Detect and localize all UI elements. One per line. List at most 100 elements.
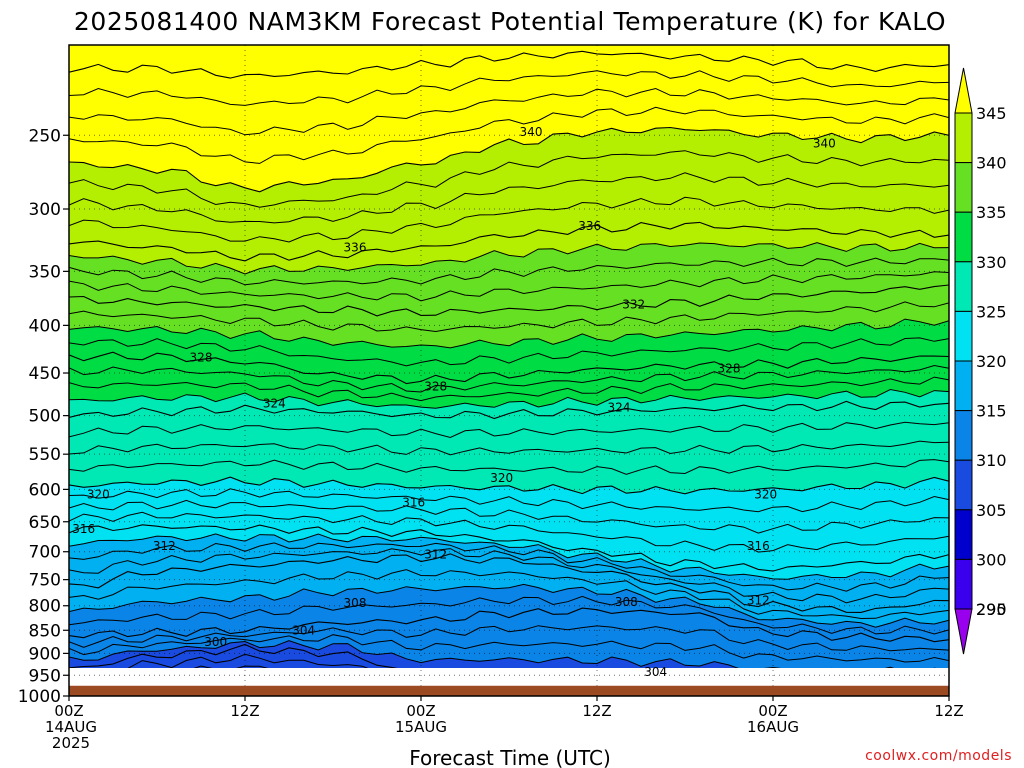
contour-label-300-23: 300 [204, 635, 227, 649]
temperature-fill [69, 45, 949, 668]
colorbar-segment-310 [954, 410, 973, 461]
contour-label-308-19: 308 [344, 596, 367, 610]
x-tick-label-48-1: 16AUG [747, 718, 799, 736]
y-tick-label-450: 450 [29, 364, 61, 384]
colorbar-bottom-triangle [954, 608, 973, 655]
contour-label-308-20: 308 [615, 595, 638, 609]
contour-label-316-14: 316 [72, 522, 95, 536]
contour-label-316-15: 316 [747, 539, 770, 553]
contour-315 [69, 533, 949, 580]
colorbar-segment-320 [954, 310, 973, 362]
contour-lines [69, 50, 949, 686]
y-tick-label-600: 600 [29, 480, 61, 500]
colorbar: 295 300 305 310 315 320 325 330 335 340 345 290 [954, 67, 1007, 655]
contour-label-324-8: 324 [263, 396, 286, 410]
colorbar-label-305: 305 [976, 501, 1007, 520]
contour-label-332-4: 332 [622, 298, 645, 312]
colorbar-label-295: 295 [976, 600, 1007, 619]
contour-330 [69, 318, 949, 349]
contour-337 [69, 196, 949, 243]
y-tick-label-900: 900 [29, 644, 61, 664]
x-tick-label-24-1: 15AUG [395, 718, 447, 736]
contour-324 [69, 400, 949, 420]
contour-325 [69, 388, 949, 409]
pressure-axis: 250 300 350 400 450 500 550 600 650 700 750 800 850 9… [18, 126, 69, 707]
contour-311 [69, 569, 949, 620]
contour-321 [69, 459, 949, 475]
contour-label-328-6: 328 [718, 361, 741, 375]
contour-327 [69, 364, 949, 393]
contour-label-340-0: 340 [520, 125, 543, 139]
contour-336 [69, 221, 949, 262]
colorbar-label-320: 320 [976, 352, 1007, 371]
colorbar-top-triangle [954, 67, 973, 114]
contour-307 [69, 625, 949, 652]
y-tick-label-850: 850 [29, 621, 61, 641]
contour-326 [69, 376, 949, 402]
colorbar-label-310: 310 [976, 451, 1007, 470]
y-tick-label-500: 500 [29, 407, 61, 427]
plot-frame [68, 44, 950, 697]
contour-323 [69, 421, 949, 439]
contour-label-304-22: 304 [644, 665, 667, 679]
contour-343 [69, 70, 949, 106]
contour-label-312-17: 312 [424, 548, 447, 562]
contour-314 [69, 542, 949, 592]
contour-316 [69, 524, 949, 572]
x-axis-label: Forecast Time (UTC) [409, 746, 611, 768]
x-tick-label-0-2: 2025 [52, 734, 90, 752]
contour-338 [69, 172, 949, 224]
y-tick-label-550: 550 [29, 445, 61, 465]
contour-label-304-21: 304 [292, 623, 315, 637]
x-tick-label-36-0: 12Z [582, 702, 611, 720]
x-tick-label-0-1: 14AUG [45, 718, 97, 736]
colorbar-segment-295 [954, 558, 973, 610]
contour-322 [69, 440, 949, 456]
contour-310 [69, 583, 949, 628]
colorbar-label-315: 315 [976, 402, 1007, 421]
contour-332 [69, 284, 949, 317]
contour-308 [69, 607, 949, 643]
colorbar-label-335: 335 [976, 203, 1007, 222]
contour-label-316-13: 316 [402, 496, 425, 510]
contour-label-324-9: 324 [608, 400, 631, 414]
credit-link[interactable]: coolwx.com/models [865, 748, 1012, 764]
contour-label-320-10: 320 [490, 471, 513, 485]
contour-344 [69, 50, 949, 79]
y-tick-label-350: 350 [29, 262, 61, 282]
y-tick-label-750: 750 [29, 571, 61, 591]
contour-301 [69, 676, 949, 686]
y-tick-label-650: 650 [29, 513, 61, 533]
contour-334 [69, 257, 949, 286]
colorbar-segment-300 [954, 509, 973, 560]
x-tick-label-48-0: 00Z [758, 702, 787, 720]
contour-label-312-16: 312 [153, 539, 176, 553]
contour-300 [69, 684, 949, 686]
contour-309 [69, 595, 949, 635]
contour-329 [69, 337, 949, 367]
x-tick-label-24-0: 00Z [406, 702, 435, 720]
contour-328 [69, 351, 949, 385]
colorbar-segment-315 [954, 360, 973, 412]
colorbar-segment-330 [954, 211, 973, 263]
contour-320 [69, 476, 949, 495]
x-tick-label-12-0: 12Z [230, 702, 259, 720]
contour-303 [127, 653, 369, 668]
terrain-ground [69, 685, 949, 696]
contour-302 [193, 665, 269, 668]
x-tick-label-0-0: 00Z [54, 702, 83, 720]
colorbar-label-290: 290 [976, 600, 1007, 619]
terrain-layer [69, 685, 949, 696]
contour-335 [69, 242, 949, 275]
colorbar-segment-325 [954, 261, 973, 312]
y-tick-label-950: 950 [29, 666, 61, 686]
contour-313 [69, 548, 949, 604]
y-tick-label-800: 800 [29, 597, 61, 617]
contour-label-328-7: 328 [424, 379, 447, 393]
contour-label-328-5: 328 [190, 350, 213, 364]
contour-305 [69, 640, 937, 668]
contour-304 [69, 643, 398, 668]
contour-340 [69, 126, 949, 193]
contour-label-320-11: 320 [87, 488, 110, 502]
